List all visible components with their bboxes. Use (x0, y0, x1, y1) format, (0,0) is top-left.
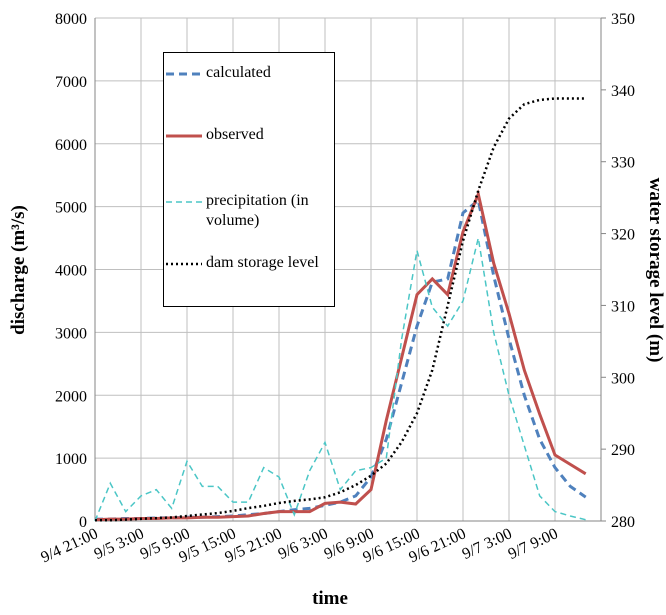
y2-tick-label: 290 (611, 442, 635, 459)
legend-item: calculated (164, 63, 334, 83)
y-tick-label: 7000 (55, 74, 87, 91)
x-axis-title: time (312, 588, 348, 609)
series-line (94, 237, 586, 522)
series-line (95, 97, 586, 522)
legend-swatch (166, 262, 202, 266)
legend-label: precipitation (in volume) (206, 192, 309, 229)
y-tick-label: 1000 (55, 451, 87, 468)
y-tick-label: 0 (79, 514, 87, 531)
y2-tick-label: 340 (611, 83, 635, 100)
legend: calculated observed precipitation (in volu… (163, 52, 335, 307)
y-tick-label: 6000 (55, 137, 87, 154)
y-tick-label: 8000 (55, 11, 87, 28)
y-tick-label: 5000 (55, 200, 87, 217)
y2-tick-label: 320 (611, 227, 635, 244)
y-tick-label: 3000 (55, 325, 87, 342)
legend-label: calculated (206, 64, 271, 81)
y2-tick-label: 280 (611, 514, 635, 531)
x-tick-label: 9/7 9:00 (506, 525, 561, 563)
y2-tick-label: 310 (611, 298, 635, 315)
y2-axis-title: water storage level (m) (645, 178, 666, 363)
y-axis-title: discharge (m³/s) (8, 205, 29, 335)
y2-tick-label: 300 (611, 370, 635, 387)
x-tick-label: 9/7 3:00 (460, 525, 515, 563)
y2-tick-label: 330 (611, 155, 635, 172)
legend-swatch (166, 201, 202, 203)
legend-label: observed (206, 126, 264, 143)
x-tick-label: 9/6 3:00 (276, 525, 331, 563)
legend-item: dam storage level (164, 253, 334, 273)
legend-swatch (166, 72, 202, 76)
y-tick-label: 2000 (55, 388, 87, 405)
legend-swatch (166, 134, 202, 138)
legend-label: dam storage level (206, 254, 319, 271)
y2-tick-label: 350 (611, 11, 635, 28)
x-tick-label: 9/4 21:00 (38, 525, 100, 566)
legend-item: precipitation (in volume) (164, 191, 334, 231)
y-tick-label: 4000 (55, 263, 87, 280)
x-tick-label: 9/5 3:00 (92, 525, 147, 563)
legend-item: observed (164, 125, 334, 145)
